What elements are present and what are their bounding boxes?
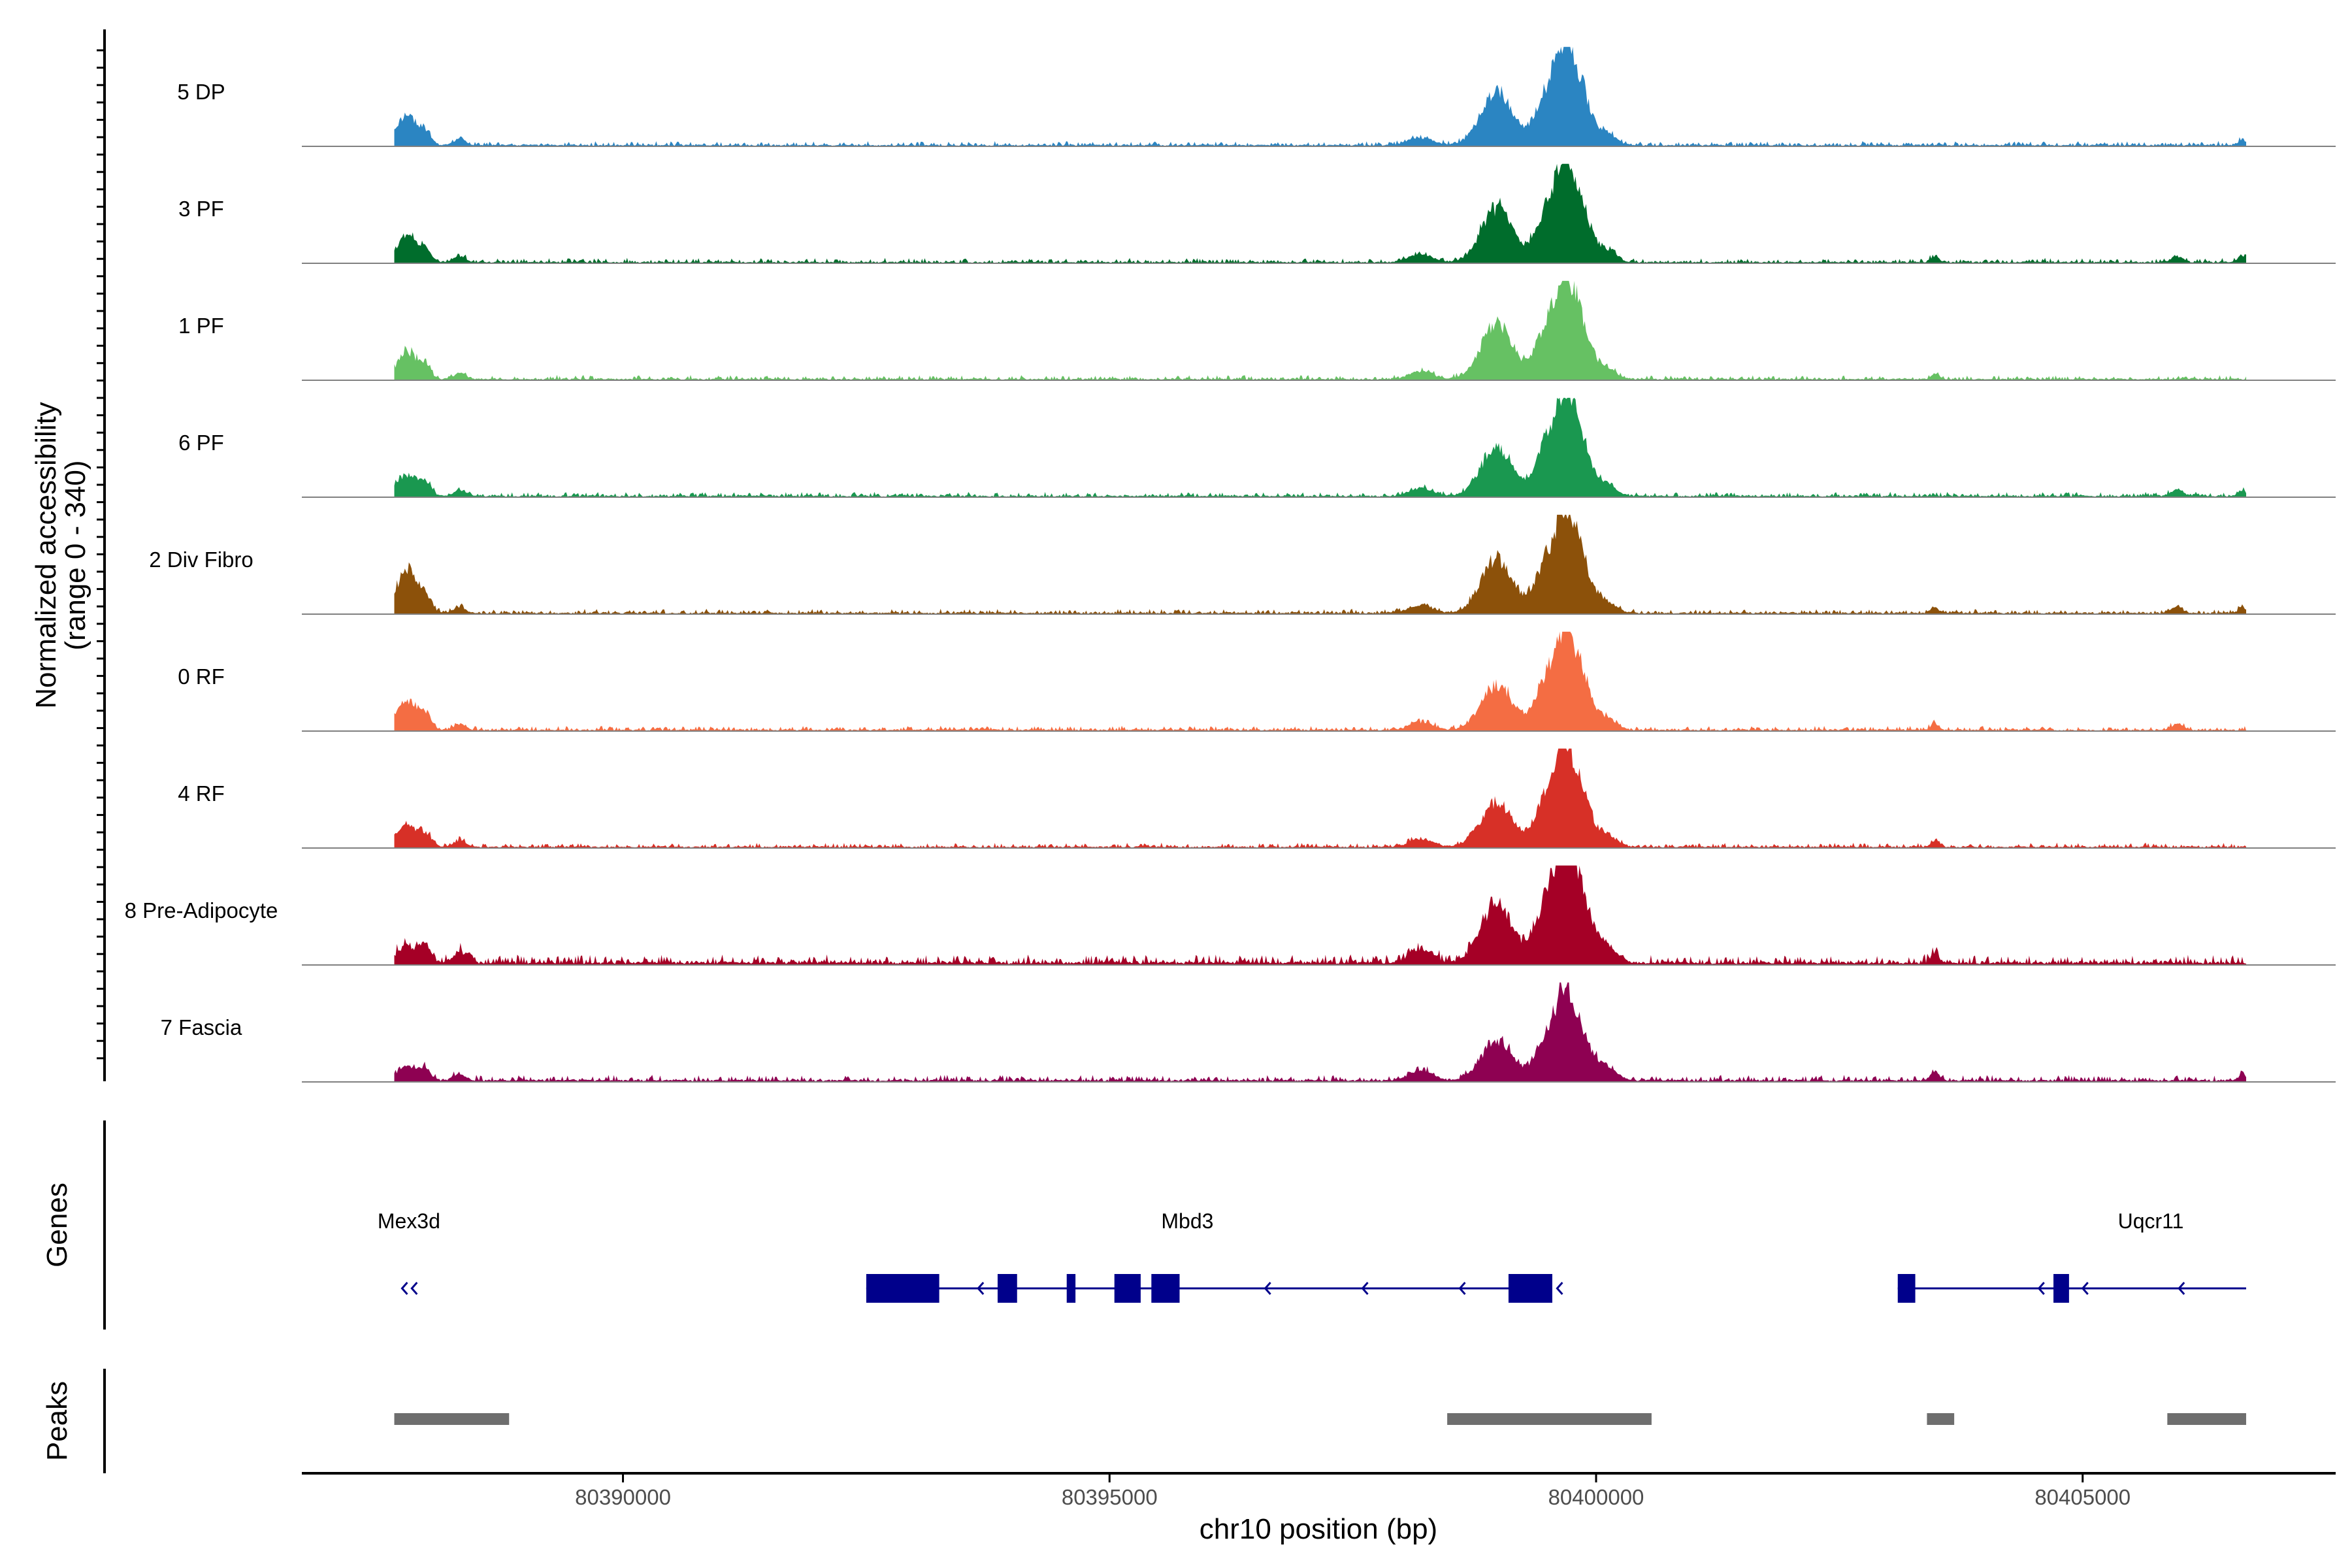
track-2-div-fibro	[302, 514, 2336, 615]
coverage-area	[394, 46, 2246, 146]
track-7-fascia	[302, 982, 2336, 1083]
gene-exon	[1508, 1274, 1552, 1303]
track-8-pre-adipocyte	[302, 865, 2336, 966]
gene-exon	[1066, 1274, 1076, 1303]
track-0-rf	[302, 631, 2336, 732]
x-tick-label: 80390000	[575, 1485, 671, 1509]
track-label: 7 Fascia	[161, 1015, 242, 1039]
peak-region	[1927, 1413, 1955, 1425]
coverage-area	[394, 865, 2246, 965]
strand-arrow	[400, 1282, 408, 1295]
coverage-area	[394, 748, 2246, 848]
gene-exon	[1151, 1274, 1180, 1303]
peaks-track	[394, 1413, 2246, 1425]
gene-label: Mbd3	[1161, 1209, 1213, 1233]
strand-arrow	[977, 1282, 985, 1295]
track-label: 3 PF	[178, 197, 224, 221]
gene-mex3d: Mex3d	[378, 1209, 440, 1295]
x-tick-label: 80395000	[1062, 1485, 1158, 1509]
coverage-y-ticks	[97, 49, 105, 1060]
track-label: 8 Pre-Adipocyte	[125, 898, 278, 923]
coverage-area	[394, 280, 2246, 380]
strand-arrow	[2178, 1282, 2185, 1295]
strand-arrow	[1458, 1282, 1466, 1295]
peaks-track-title: Peaks	[41, 1381, 73, 1461]
gene-exon	[1114, 1274, 1141, 1303]
track-label: 2 Div Fibro	[149, 547, 253, 572]
track-1-pf	[302, 280, 2336, 381]
gene-exon	[997, 1274, 1017, 1303]
strand-arrow	[2081, 1282, 2089, 1295]
gene-label: Uqcr11	[2118, 1209, 2184, 1233]
peak-region	[1447, 1413, 1652, 1425]
strand-arrow	[1361, 1282, 1369, 1295]
track-label: 4 RF	[178, 781, 225, 806]
track-6-pf	[302, 397, 2336, 498]
gene-mbd3: Mbd3	[866, 1209, 1563, 1303]
genes-track-title: Genes	[41, 1183, 73, 1267]
strand-arrow	[410, 1282, 418, 1295]
genes-track: Mex3d Mbd3 Uqcr11	[378, 1209, 2246, 1303]
strand-arrow	[1264, 1282, 1271, 1295]
track-4-rf	[302, 748, 2336, 849]
gene-exon	[1897, 1274, 1916, 1303]
gene-exon	[2053, 1274, 2069, 1303]
coverage-area	[394, 631, 2246, 731]
gene-uqcr11: Uqcr11	[1897, 1209, 2246, 1303]
track-label: 0 RF	[178, 664, 225, 689]
coverage-area	[394, 163, 2246, 263]
coverage-area	[394, 982, 2246, 1082]
peak-region	[394, 1413, 510, 1425]
strand-arrow	[2037, 1282, 2045, 1295]
coverage-tracks	[302, 46, 2336, 1083]
track-3-pf	[302, 163, 2336, 264]
y-axis-title-line2: (range 0 - 340)	[59, 460, 91, 650]
y-axis-title-line1: Normalized accessibility	[30, 402, 62, 708]
coverage-area	[394, 397, 2246, 497]
track-label: 5 DP	[177, 80, 225, 104]
track-labels: 5 DP 3 PF 1 PF 6 PF 2 Div Fibro 0 RF 4 RF 8 Pre…	[125, 80, 278, 1039]
strand-arrow	[1556, 1282, 1563, 1295]
x-tick-label: 80405000	[2034, 1485, 2131, 1509]
gene-exon	[866, 1274, 939, 1303]
x-axis-ticks: 80390000 80395000 80400000 80405000	[575, 1473, 2131, 1509]
track-label: 6 PF	[178, 431, 224, 455]
track-5-dp	[302, 46, 2336, 147]
track-label: 1 PF	[178, 314, 224, 338]
peak-region	[2167, 1413, 2246, 1425]
gene-label: Mex3d	[378, 1209, 440, 1233]
x-tick-label: 80400000	[1548, 1485, 1644, 1509]
x-axis-title: chr10 position (bp)	[1200, 1513, 1437, 1545]
coverage-area	[394, 514, 2246, 614]
